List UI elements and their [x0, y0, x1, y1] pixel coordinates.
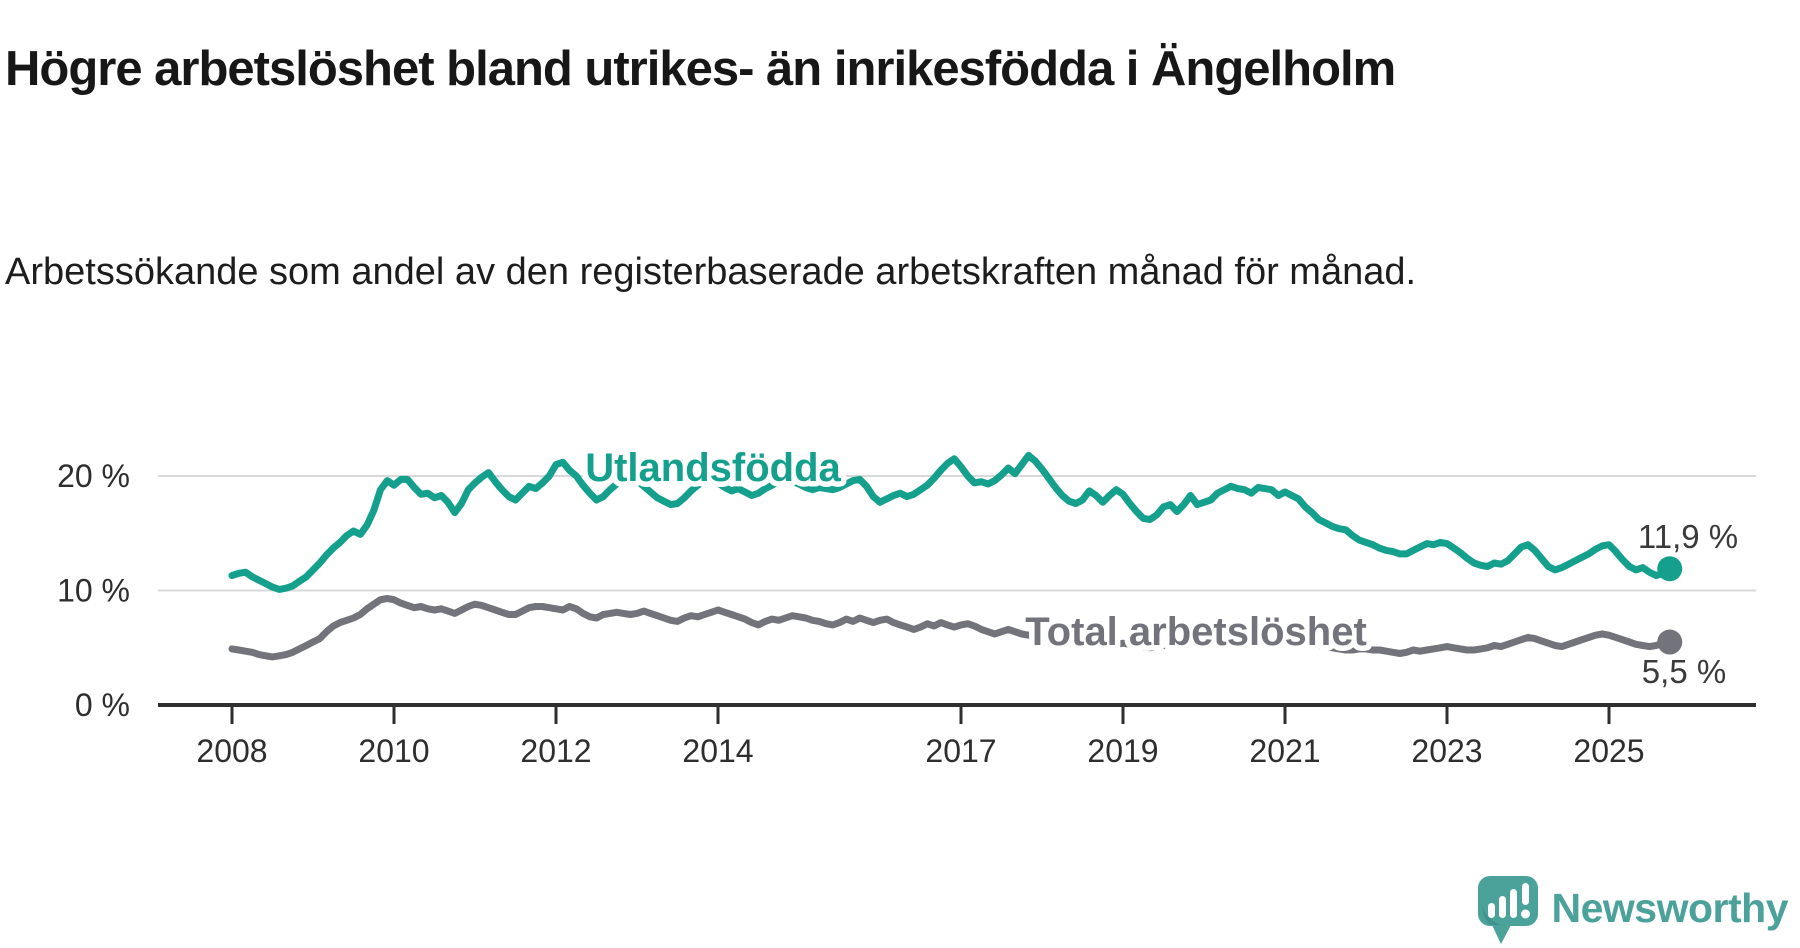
series-line-total: [228, 595, 1674, 661]
page-title: Högre arbetslöshet bland utrikes- än inr…: [5, 41, 1396, 96]
end-value-label-utlandsfodda: 11,9 %: [1638, 518, 1738, 555]
x-tick-label: 2014: [682, 733, 753, 769]
chart-subtitle: Arbetssökande som andel av den registerb…: [5, 251, 1417, 293]
series-label-total: Total arbetslöshet: [1025, 610, 1367, 654]
end-dot-total: [1657, 629, 1683, 655]
x-tick-label: 2008: [196, 733, 267, 769]
newsworthy-logo-text: Newsworthy: [1551, 884, 1789, 931]
y-tick-label: 0 %: [75, 687, 130, 723]
series-line-utlandsfodda: [228, 451, 1674, 593]
y-tick-label: 10 %: [57, 573, 130, 609]
x-tick-label: 2021: [1249, 733, 1320, 769]
newsworthy-logo-icon: [1477, 876, 1538, 944]
x-tick-label: 2019: [1087, 733, 1158, 769]
x-tick-label: 2012: [520, 733, 591, 769]
end-value-label-total: 5,5 %: [1642, 653, 1726, 690]
y-tick-label: 20 %: [57, 458, 130, 494]
x-tick-label: 2023: [1411, 733, 1482, 769]
x-tick-label: 2010: [358, 733, 429, 769]
newsworthy-logo: Newsworthy: [1477, 876, 1789, 946]
end-dot-utlandsfodda: [1657, 556, 1683, 582]
series-label-utlandsfodda: Utlandsfödda: [585, 446, 841, 490]
x-tick-label: 2017: [925, 733, 996, 769]
x-tick-label: 2025: [1573, 733, 1644, 769]
